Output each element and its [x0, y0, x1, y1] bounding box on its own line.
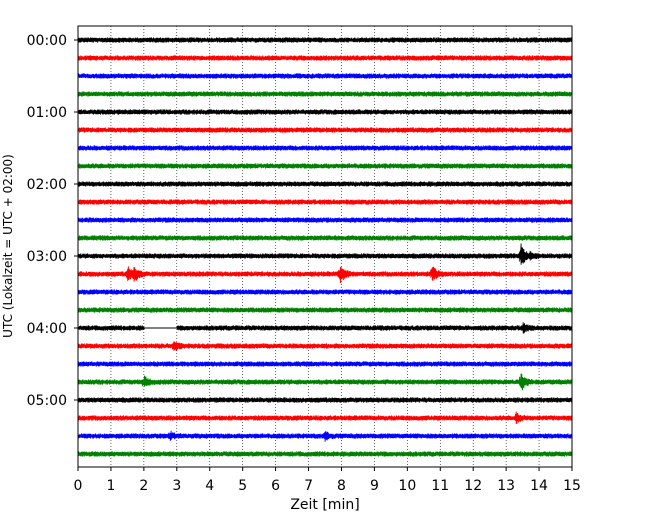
- trace-line-21: [77, 411, 572, 425]
- x-tick-label: 6: [271, 478, 280, 494]
- trace-line-0: [77, 37, 572, 43]
- trace-line-18: [77, 361, 572, 367]
- trace-line-2: [77, 73, 572, 79]
- y-axis: 00:00 01:00 02:00 03:00 04:00 05:00: [27, 33, 78, 409]
- x-tick-label: 10: [398, 478, 416, 494]
- x-tick-label: 5: [238, 478, 247, 494]
- y-axis-label: UTC (Lokalzeit = UTC + 02:00): [1, 154, 15, 338]
- trace-line-3: [77, 91, 572, 97]
- trace-line-7: [77, 163, 572, 169]
- trace-line-17: [77, 341, 572, 351]
- x-tick-label: 12: [464, 478, 482, 494]
- x-tick-label: 8: [337, 478, 346, 494]
- x-tick-label: 0: [74, 478, 83, 494]
- trace-line-22: [77, 430, 572, 442]
- trace-line-14: [77, 289, 572, 295]
- trace-line-20: [77, 397, 572, 403]
- trace-line-19: [77, 373, 572, 391]
- x-tick-label: 7: [304, 478, 313, 494]
- y-tick-label: 01:00: [27, 105, 67, 121]
- trace-line-5: [77, 127, 572, 133]
- trace-line-1: [77, 55, 572, 61]
- y-tick-label: 05:00: [27, 393, 67, 409]
- x-tick-label: 15: [563, 478, 581, 494]
- x-tick-label: 4: [205, 478, 214, 494]
- x-tick-label: 3: [172, 478, 181, 494]
- x-tick-label: 13: [497, 478, 515, 494]
- trace-line-4: [77, 109, 572, 115]
- x-tick-label: 11: [431, 478, 449, 494]
- plot-frame: [77, 25, 573, 468]
- x-tick-label: 14: [530, 478, 548, 494]
- x-axis: 0 1 2 3 4 5 6 7 8 9 10 11 12 13 14 15: [74, 467, 581, 494]
- y-tick-label: 03:00: [27, 249, 67, 265]
- trace-line-10: [77, 217, 572, 223]
- y-tick-label: 04:00: [27, 321, 67, 337]
- y-tick-label: 02:00: [27, 177, 67, 193]
- x-tick-label: 2: [139, 478, 148, 494]
- x-tick-label: 1: [106, 478, 115, 494]
- traces-group: [77, 37, 572, 457]
- x-axis-label: Zeit [min]: [290, 497, 359, 513]
- trace-line-6: [77, 145, 572, 151]
- trace-line-12: [77, 243, 572, 265]
- trace-line-8: [77, 181, 572, 187]
- trace-line-11: [77, 235, 572, 241]
- trace-line-13: [77, 266, 572, 284]
- trace-line-16: [77, 322, 572, 334]
- trace-line-9: [77, 199, 572, 205]
- trace-line-23: [77, 451, 572, 457]
- x-tick-label: 9: [370, 478, 379, 494]
- y-tick-label: 00:00: [27, 33, 67, 49]
- trace-line-15: [77, 307, 572, 313]
